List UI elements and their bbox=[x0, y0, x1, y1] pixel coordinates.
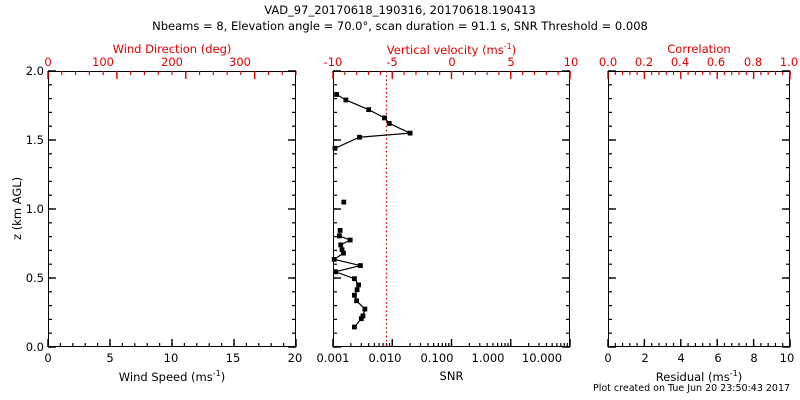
y-axis-tick: 2.0 bbox=[25, 64, 44, 78]
panel-snr-top-tick: 5 bbox=[507, 55, 515, 69]
panel-corr-bottom-tick: 6 bbox=[714, 351, 722, 365]
panel-snr-top-axis-label-exponent: -1 bbox=[503, 42, 512, 51]
panel-snr-bottom-tick: 0.100 bbox=[420, 351, 454, 365]
panel-snr-top-tick: -10 bbox=[323, 55, 343, 69]
panel-wind-top-tick: 300 bbox=[229, 55, 251, 69]
panel-corr-bottom-tick: 10 bbox=[779, 351, 795, 365]
panel-corr-top-tick: 0.4 bbox=[670, 55, 690, 69]
panel-snr-plot-area[interactable] bbox=[333, 71, 570, 347]
panel-corr-top-axis-label: Correlation bbox=[667, 42, 731, 56]
panel-wind-bottom-tick: 5 bbox=[106, 351, 114, 365]
panel-corr-top-tick: 0.2 bbox=[634, 55, 654, 69]
y-axis-tick: 0.5 bbox=[25, 271, 44, 285]
panel-wind-top-tick: 0 bbox=[44, 55, 52, 69]
panel-corr-bottom-tick: 2 bbox=[641, 351, 649, 365]
y-axis-tick: 1.5 bbox=[25, 133, 44, 147]
panel-corr-top-tick: 0.6 bbox=[706, 55, 726, 69]
panel-wind-bottom-axis-label-text: Wind Speed (ms bbox=[118, 369, 213, 384]
panel-corr-top-tick: 0.0 bbox=[598, 55, 618, 69]
page-subtitle: Nbeams = 8, Elevation angle = 70.0°, sca… bbox=[152, 19, 648, 33]
y-axis-tick: 0.0 bbox=[25, 340, 44, 354]
panel-corr-bottom-axis-label: Residual (ms-1) bbox=[608, 369, 790, 384]
panel-corr-top-tick: 0.8 bbox=[743, 55, 763, 69]
panel-corr-bottom-tick: 0 bbox=[604, 351, 612, 365]
panel-wind-top-axis-label: Wind Direction (deg) bbox=[112, 42, 232, 56]
panel-wind-bottom-axis-label-close: ) bbox=[220, 369, 226, 384]
panel-snr-top-axis-label-text: Vertical velocity (ms bbox=[386, 42, 504, 57]
panel-snr-bottom-tick: 10.000 bbox=[521, 351, 563, 365]
panel-snr-top-tick: 0 bbox=[448, 55, 456, 69]
panel-wind-bottom-tick: 15 bbox=[225, 351, 241, 365]
panel-wind-top-tick: 100 bbox=[92, 55, 114, 69]
panel-corr-bottom-tick: 8 bbox=[750, 351, 758, 365]
panel-snr-top-axis-label-close: ) bbox=[511, 42, 517, 57]
panel-snr-bottom-tick: 0.001 bbox=[316, 351, 350, 365]
panel-snr-top-tick: -5 bbox=[386, 55, 398, 69]
panel-corr-bottom-axis-label-close: ) bbox=[737, 369, 743, 384]
panel-corr-plot-area[interactable] bbox=[608, 71, 790, 347]
panel-snr-top-axis-label: Vertical velocity (ms-1) bbox=[333, 42, 570, 57]
panel-wind-bottom-axis-label-exponent: -1 bbox=[212, 369, 221, 378]
panel-corr-bottom-axis-label-text: Residual (ms bbox=[655, 369, 730, 384]
panel-snr-top-tick: 10 bbox=[563, 55, 579, 69]
panel-wind-bottom-axis-label: Wind Speed (ms-1) bbox=[48, 369, 296, 384]
panel-snr-bottom-tick: 0.010 bbox=[368, 351, 402, 365]
panel-wind-top-tick: 200 bbox=[161, 55, 183, 69]
y-axis-tick: 1.0 bbox=[25, 202, 44, 216]
panel-snr-bottom-tick: 1.000 bbox=[471, 351, 505, 365]
panel-corr-bottom-axis-label-exponent: -1 bbox=[729, 369, 738, 378]
page-title: VAD_97_20170618_190316, 20170618.190413 bbox=[264, 3, 536, 17]
panel-wind-bottom-tick: 0 bbox=[44, 351, 52, 365]
panel-wind-bottom-tick: 20 bbox=[287, 351, 303, 365]
panel-corr-top-tick: 1.0 bbox=[779, 55, 799, 69]
footer-timestamp: Plot created on Tue Jun 20 23:50:43 2017 bbox=[593, 383, 791, 394]
panel-snr-bottom-axis-label: SNR bbox=[439, 369, 464, 383]
panel-corr-bottom-tick: 4 bbox=[677, 351, 685, 365]
panel-wind-bottom-tick: 10 bbox=[163, 351, 179, 365]
